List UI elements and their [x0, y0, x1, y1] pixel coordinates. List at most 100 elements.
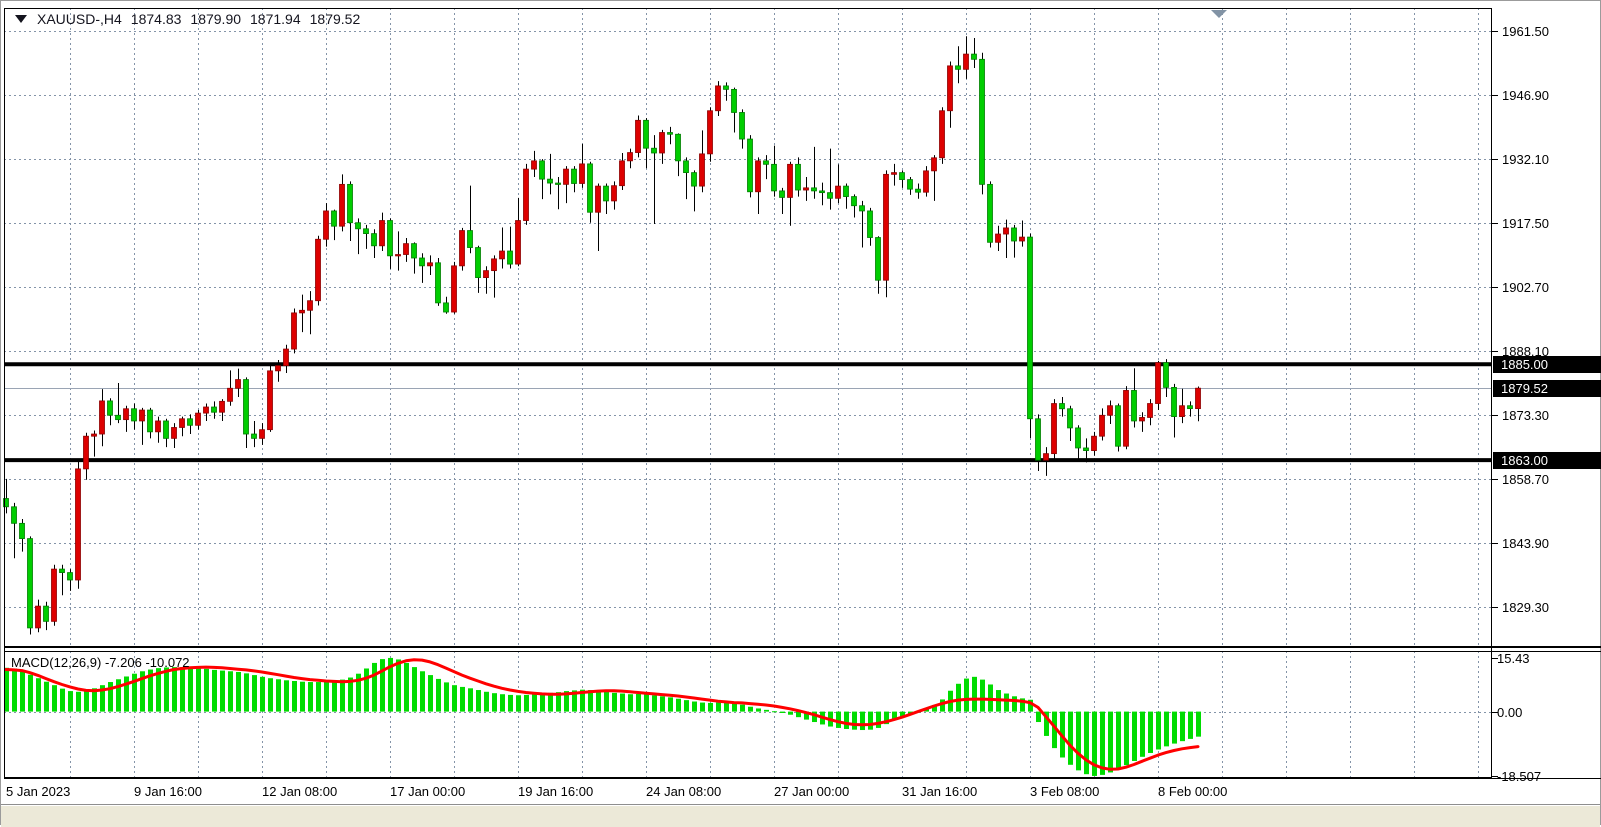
candle-body-down	[875, 237, 881, 281]
macd-histogram-bar	[700, 702, 705, 712]
candle-body-up	[947, 65, 953, 112]
candle-body-up	[491, 258, 497, 272]
candle-body-up	[83, 435, 89, 470]
candle-body-up	[451, 265, 457, 313]
macd-histogram-bar	[236, 671, 241, 712]
macd-histogram-bar	[1004, 693, 1009, 712]
candle-body-down	[1171, 387, 1177, 417]
macd-histogram-bar	[716, 702, 721, 712]
macd-histogram-bar	[876, 711, 881, 728]
candle-body-down	[187, 418, 193, 426]
candle-body-up	[123, 408, 129, 421]
candle-body-down	[915, 188, 921, 193]
macd-histogram-bar	[1092, 711, 1097, 776]
macd-histogram-bar	[812, 711, 817, 723]
macd-histogram-bar	[76, 691, 81, 712]
macd-histogram-bar	[1116, 711, 1121, 769]
candle-body-up	[531, 160, 537, 170]
candle-body-up	[283, 348, 289, 367]
price-axis-tick: 1902.70	[1502, 280, 1549, 295]
macd-histogram-bar	[1068, 711, 1073, 765]
macd-histogram-bar	[1036, 711, 1041, 723]
time-axis-label: 9 Jan 16:00	[134, 784, 202, 799]
macd-histogram-bar	[476, 690, 481, 712]
candle-body-up	[611, 185, 617, 202]
candle-body-down	[675, 133, 681, 162]
macd-histogram-bar	[884, 711, 889, 725]
candle-body-down	[555, 182, 561, 185]
candle-body-up	[499, 250, 505, 260]
candle-body-down	[971, 53, 977, 60]
time-axis-label: 27 Jan 00:00	[774, 784, 850, 799]
macd-histogram-bar	[764, 709, 769, 712]
macd-histogram-bar	[468, 688, 473, 712]
macd-histogram-bar	[324, 681, 329, 712]
macd-histogram-bar	[436, 678, 441, 712]
candle-body-up	[99, 400, 105, 435]
price-tag-1885.00: 1885.00	[1493, 356, 1601, 373]
symbol-dropdown-icon[interactable]	[15, 15, 27, 23]
candle-body-down	[867, 210, 873, 238]
macd-signal-value: -10.072	[145, 655, 190, 670]
macd-histogram-bar	[4, 667, 9, 712]
candle-body-up	[195, 412, 201, 426]
candle-body-up	[155, 420, 161, 433]
macd-histogram-bar	[292, 681, 297, 712]
candle-body-down	[1075, 427, 1081, 449]
candle-body-down	[1027, 236, 1033, 420]
time-axis-label: 12 Jan 08:00	[262, 784, 338, 799]
macd-histogram-bar	[364, 668, 369, 712]
candle-body-up	[627, 152, 633, 162]
candle-body-down	[1035, 418, 1041, 461]
candle-body-up	[1091, 435, 1097, 451]
macd-histogram-bar	[276, 679, 281, 712]
macd-histogram-bar	[1100, 711, 1105, 775]
candle-body-down	[59, 568, 65, 573]
candle-body-up	[1123, 390, 1129, 447]
candle-body-down	[251, 433, 257, 439]
candle-body-up	[1139, 417, 1145, 422]
macd-histogram-bar	[228, 671, 233, 712]
macd-histogram-bar	[68, 691, 73, 712]
macd-histogram-bar	[644, 694, 649, 712]
macd-histogram-bar	[1132, 711, 1137, 761]
time-axis-label: 17 Jan 00:00	[390, 784, 466, 799]
candle-body-down	[115, 414, 121, 421]
candle-body-down	[771, 163, 777, 192]
macd-histogram-bar	[508, 694, 513, 712]
macd-histogram-bar	[340, 679, 345, 712]
macd-histogram-bar	[692, 701, 697, 712]
candle-body-up	[379, 220, 385, 247]
candle-body-down	[795, 163, 801, 191]
candle-body-down	[1163, 362, 1169, 388]
macd-histogram-bar	[1028, 699, 1033, 712]
macd-histogram-bar	[956, 683, 961, 712]
macd-histogram-bar	[260, 676, 265, 712]
macd-histogram-bar	[204, 668, 209, 712]
macd-histogram-bar	[308, 682, 313, 712]
candle-body-down	[67, 572, 73, 581]
candle-body-down	[419, 257, 425, 267]
candle-body-down	[603, 185, 609, 202]
macd-histogram-bar	[620, 693, 625, 712]
macd-histogram-bar	[140, 671, 145, 712]
macd-histogram-bar	[564, 691, 569, 712]
macd-histogram-bar	[252, 675, 257, 712]
macd-histogram-bar	[940, 699, 945, 712]
macd-histogram-bar	[972, 676, 977, 712]
macd-histogram-bar	[300, 681, 305, 712]
macd-indicator-label: MACD(12,26,9) -7.206 -10.072	[11, 655, 190, 670]
candle-body-up	[267, 370, 273, 431]
macd-histogram-bar	[28, 674, 33, 712]
candle-body-up	[523, 168, 529, 221]
macd-histogram-bar	[84, 690, 89, 712]
macd-histogram-bar	[460, 686, 465, 712]
price-axis-tick: 1873.30	[1502, 408, 1549, 423]
macd-axis-tick: -18.507	[1497, 769, 1542, 784]
candle-body-up	[459, 230, 465, 267]
chart-shift-marker-icon[interactable]	[1211, 10, 1227, 18]
candle-body-down	[811, 187, 817, 192]
candle-body-down	[731, 88, 737, 113]
candle-body-down	[843, 185, 849, 197]
